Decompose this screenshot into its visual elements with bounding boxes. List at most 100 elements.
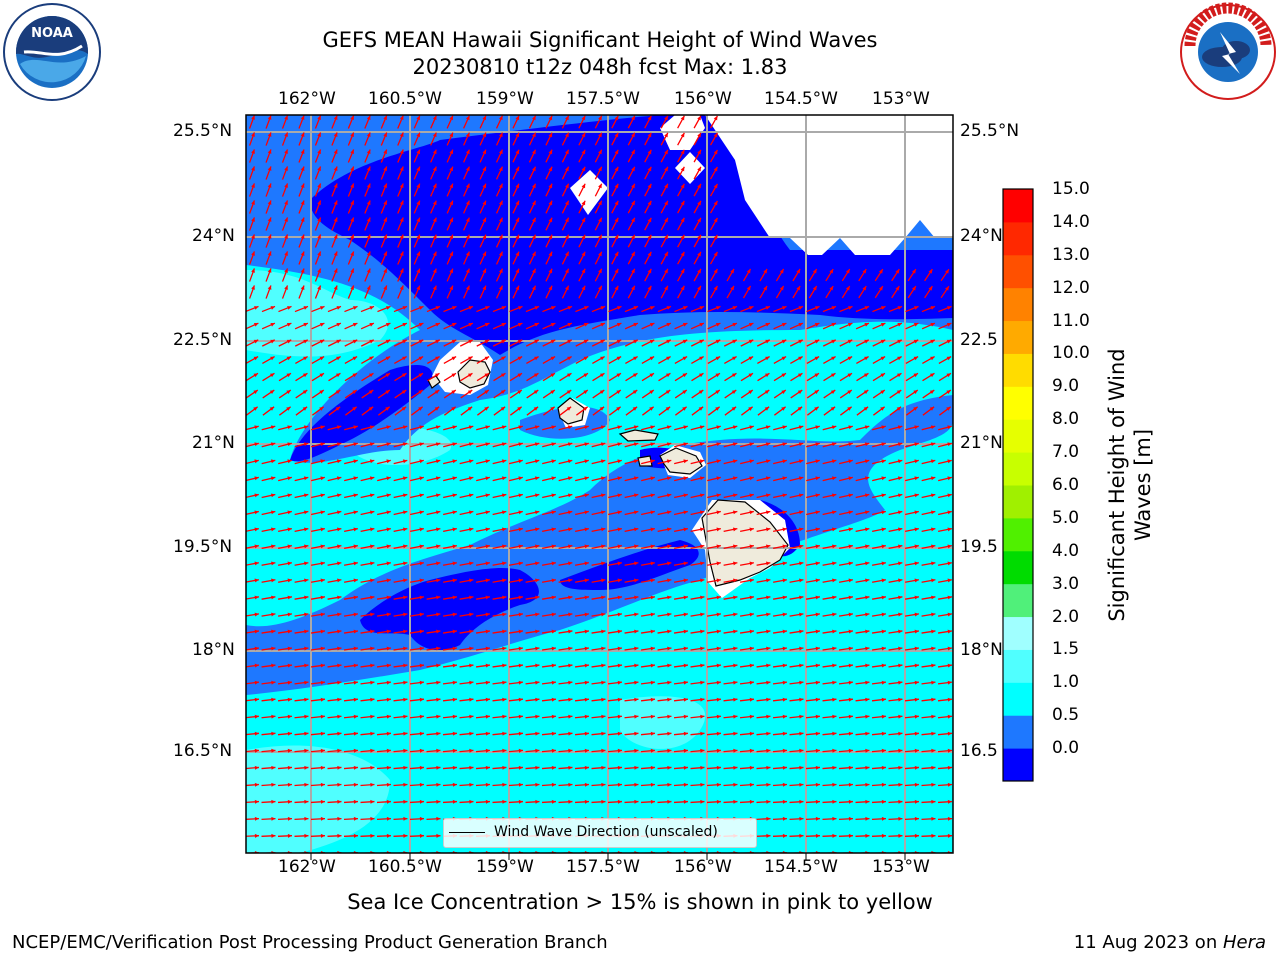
- wave-arrow-head: [617, 578, 622, 583]
- wave-arrow-head: [634, 799, 639, 804]
- wave-arrow-head: [300, 132, 305, 137]
- wave-arrow-head: [337, 561, 342, 566]
- wave-arrow-head: [468, 527, 474, 532]
- wave-arrow-head: [320, 663, 325, 668]
- wave-arrow-head: [485, 697, 490, 702]
- wave-arrow-head: [634, 663, 639, 668]
- wave-arrow-head: [535, 765, 540, 770]
- wave-arrow-head: [304, 561, 309, 566]
- wave-arrow-head: [897, 459, 903, 464]
- wave-arrow-head: [749, 663, 754, 668]
- wave-arrow-head: [683, 714, 688, 719]
- wave-arrow-head: [782, 425, 787, 430]
- wave-arrow-head: [534, 339, 539, 344]
- wave-arrow-head: [551, 748, 556, 753]
- wave-arrow-head: [928, 286, 933, 291]
- wave-arrow-head: [848, 833, 853, 838]
- wave-arrow-head: [449, 234, 453, 240]
- wave-arrow-head: [947, 629, 952, 634]
- wave-arrow-head: [399, 149, 404, 155]
- wave-arrow-head: [271, 680, 276, 685]
- wave-arrow-head: [848, 765, 853, 770]
- wave-arrow-head: [634, 697, 639, 702]
- wave-arrow-head: [633, 476, 639, 481]
- wave-arrow-head: [517, 323, 523, 327]
- legend-text: Wind Wave Direction (unscaled): [494, 824, 718, 840]
- wave-arrow-head: [831, 527, 837, 532]
- wave-arrow-head: [617, 476, 622, 481]
- legend-line: [449, 832, 485, 833]
- wave-arrow-head: [518, 595, 523, 600]
- wave-arrow-head: [716, 493, 721, 498]
- wave-arrow-head: [353, 799, 358, 804]
- wave-arrow-head: [848, 493, 853, 498]
- wave-arrow-head: [399, 268, 404, 274]
- wave-arrow-head: [370, 646, 375, 651]
- wave-arrow-head: [700, 731, 705, 736]
- wave-arrow-head: [284, 285, 288, 290]
- wave-arrow-head: [601, 561, 606, 566]
- wave-arrow-head: [436, 612, 441, 617]
- lon-label-top: 159°W: [476, 89, 534, 109]
- wave-arrow-head: [831, 493, 837, 498]
- wave-arrow-head: [782, 833, 787, 838]
- wave-arrow-head: [469, 799, 474, 804]
- wave-arrow-head: [416, 200, 420, 206]
- wave-arrow-head: [254, 833, 259, 838]
- wave-arrow-head: [947, 442, 952, 447]
- wave-arrow-head: [765, 323, 770, 327]
- wave-arrow-head: [650, 765, 655, 770]
- wave-arrow-head: [584, 510, 589, 515]
- wave-arrow-head: [848, 646, 853, 651]
- wave-arrow-head: [320, 459, 325, 464]
- wave-arrow-head: [650, 476, 655, 481]
- wave-arrow-head: [598, 217, 602, 223]
- wave-arrow-head: [469, 697, 474, 702]
- lon-label-bottom: 162°W: [278, 857, 336, 877]
- wave-arrow-head: [465, 183, 470, 189]
- wave-arrow-head: [782, 663, 787, 668]
- wave-arrow-head: [449, 132, 453, 138]
- wave-arrow-head: [353, 510, 358, 515]
- wave-arrow-head: [498, 217, 503, 223]
- wave-arrow-head: [733, 714, 738, 719]
- wave-arrow-head: [337, 629, 342, 634]
- wave-arrow-head: [515, 251, 520, 257]
- wave-arrow-head: [700, 544, 705, 549]
- wave-arrow-head: [683, 493, 688, 498]
- wave-arrow-head: [300, 251, 305, 256]
- colorbar-segment: [1003, 748, 1033, 782]
- wave-arrow-head: [502, 714, 507, 719]
- wave-arrow-head: [535, 782, 540, 787]
- wave-arrow-head: [449, 166, 453, 172]
- wave-arrow-head: [732, 323, 737, 327]
- wave-arrow-head: [449, 115, 453, 121]
- wave-arrow-head: [881, 714, 886, 719]
- wave-arrow-head: [700, 799, 705, 804]
- wave-arrow-head: [386, 544, 391, 549]
- wave-arrow-head: [598, 166, 602, 172]
- wave-arrow-head: [484, 323, 490, 327]
- wave-arrow-head: [683, 544, 688, 549]
- wave-arrow-head: [383, 115, 387, 121]
- wave-arrow-head: [287, 510, 292, 515]
- wave-arrow-head: [436, 816, 441, 821]
- wave-arrow-head: [403, 816, 408, 821]
- wave-arrow-head: [469, 765, 474, 770]
- wave-arrow-head: [947, 306, 952, 310]
- wave-arrow-head: [352, 356, 358, 361]
- lon-label-top: 154.5°W: [764, 89, 838, 109]
- wave-arrow-head: [831, 356, 836, 361]
- wave-arrow-head: [465, 217, 470, 223]
- wave-arrow-head: [898, 561, 903, 566]
- wave-arrow-head: [551, 680, 556, 685]
- wave-arrow-head: [766, 731, 771, 736]
- wave-arrow-head: [881, 561, 886, 566]
- colorbar-tick-label: 1.0: [1052, 672, 1080, 693]
- wave-arrow-head: [683, 646, 688, 651]
- colorbar-segment: [1003, 189, 1033, 223]
- wave-arrow-head: [945, 269, 949, 274]
- wave-arrow-head: [551, 595, 556, 600]
- wave-arrow-head: [303, 323, 308, 327]
- wave-arrow-head: [385, 406, 390, 411]
